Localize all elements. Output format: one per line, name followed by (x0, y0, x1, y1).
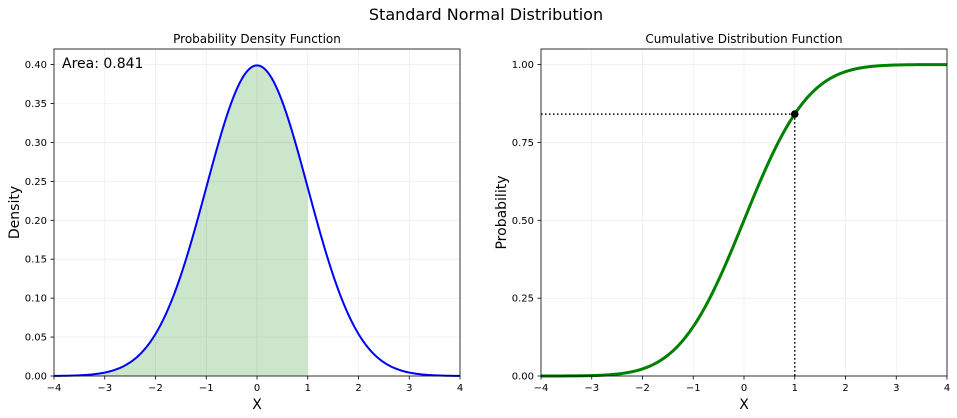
x-tick-label: 3 (406, 383, 412, 394)
y-tick-label: 0.50 (512, 216, 534, 227)
cdf-ylabel: Probability (494, 175, 510, 249)
x-tick-label: 4 (457, 383, 463, 394)
x-tick-label: 3 (893, 383, 899, 394)
x-tick-label: 2 (842, 383, 848, 394)
cdf-panel: −4 −3 −2 −1 0 1 2 3 4 0.00 0.25 0.50 0.75 1.00 Cumulat… (494, 32, 950, 413)
x-tick-label: −2 (635, 383, 650, 394)
x-tick-label: −2 (148, 383, 163, 394)
y-tick-label: 0.25 (512, 294, 534, 305)
x-tick-label: 2 (355, 383, 361, 394)
cdf-xlabel: X (739, 397, 749, 413)
cdf-grid (540, 49, 948, 377)
area-annotation: Area: 0.841 (62, 56, 143, 72)
y-tick-label: 0.40 (25, 60, 47, 71)
x-tick-label: 4 (944, 383, 950, 394)
y-tick-label: 0.20 (25, 216, 47, 227)
x-tick-label: 0 (741, 383, 747, 394)
cdf-point-marker (790, 110, 799, 118)
cdf-title: Cumulative Distribution Function (645, 32, 842, 46)
x-tick-label: −3 (97, 383, 112, 394)
x-tick-label: −1 (686, 383, 701, 394)
y-tick-label: 0.35 (25, 99, 47, 110)
pdf-panel: −4 −3 −2 −1 0 1 2 3 4 0.00 0.05 0.10 0.15 0.20 0.25 0.3… (7, 32, 463, 413)
y-tick-label: 0.00 (512, 372, 534, 383)
x-tick-label: −3 (584, 383, 599, 394)
x-tick-label: 1 (305, 383, 311, 394)
y-tick-label: 0.10 (25, 294, 47, 305)
x-tick-label: −4 (47, 383, 62, 394)
figure-suptitle: Standard Normal Distribution (369, 5, 603, 24)
x-tick-label: −4 (534, 383, 549, 394)
pdf-curve (53, 64, 461, 377)
shaded-area (54, 65, 308, 376)
y-tick-label: 0.25 (25, 177, 47, 188)
x-tick-label: −1 (199, 383, 214, 394)
y-tick-label: 0.00 (25, 372, 47, 383)
y-tick-label: 0.05 (25, 333, 47, 344)
y-tick-label: 0.15 (25, 255, 47, 266)
pdf-xlabel: X (252, 397, 262, 413)
cdf-curve (540, 63, 948, 378)
x-tick-label: 1 (792, 383, 798, 394)
y-tick-label: 0.75 (512, 138, 534, 149)
x-tick-label: 0 (254, 383, 260, 394)
y-tick-label: 1.00 (512, 60, 534, 71)
pdf-ylabel: Density (7, 186, 23, 239)
pdf-title: Probability Density Function (173, 32, 341, 46)
y-tick-label: 0.30 (25, 138, 47, 149)
